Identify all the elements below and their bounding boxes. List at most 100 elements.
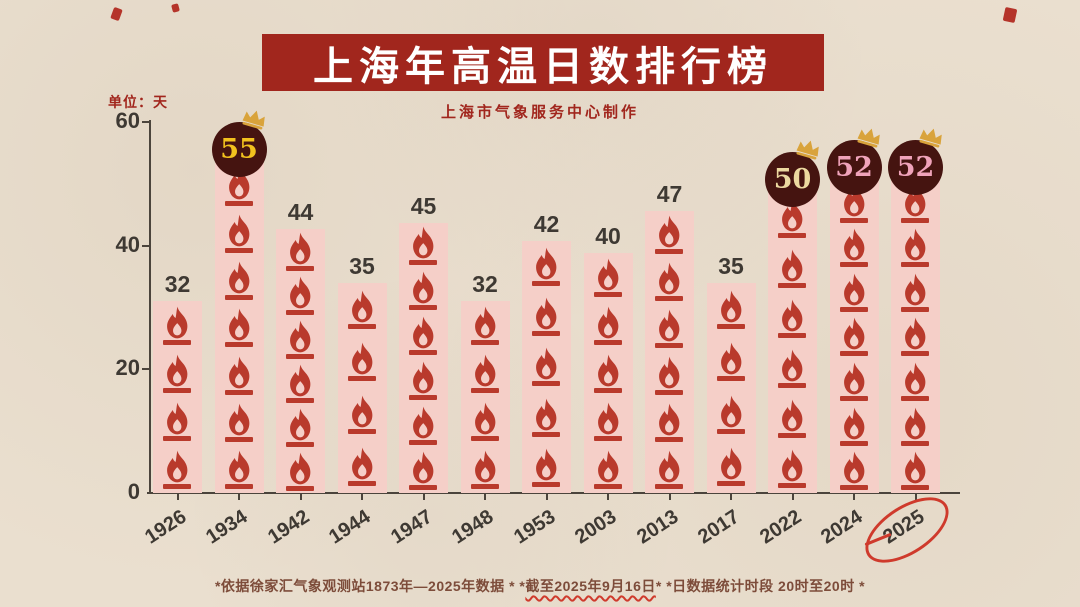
flame-underline xyxy=(901,306,930,312)
flame-underline xyxy=(224,436,253,442)
title-banner: 上海年高温日数排行榜 xyxy=(262,34,824,91)
bar-2013 xyxy=(645,211,694,493)
flame-unit xyxy=(777,399,807,438)
flame-icon xyxy=(413,451,434,484)
flame-underline xyxy=(224,342,253,348)
flame-icon xyxy=(474,402,496,434)
flame-unit xyxy=(285,408,315,447)
bar-value-label: 47 xyxy=(656,181,683,207)
flame-underline xyxy=(901,262,930,268)
crown-2022 xyxy=(792,135,823,161)
flame-unit xyxy=(839,407,869,446)
flame-icon xyxy=(290,276,311,308)
bar-2017 xyxy=(706,283,756,493)
x-axis-tick xyxy=(791,494,794,500)
flame-unit xyxy=(162,306,192,345)
flame-icon xyxy=(413,406,434,439)
flame-underline xyxy=(716,376,745,382)
flame-icon xyxy=(659,356,680,389)
flame-icon xyxy=(351,342,373,375)
flame-icon xyxy=(905,318,926,350)
flame-underline xyxy=(163,387,192,393)
flame-unit xyxy=(900,407,930,446)
y-axis-line xyxy=(149,120,151,494)
flame-icon xyxy=(351,447,373,480)
flame-underline xyxy=(901,217,930,223)
flame-underline xyxy=(778,432,807,438)
flame-underline xyxy=(655,249,684,254)
flame-icon xyxy=(290,232,311,264)
x-axis-tick xyxy=(361,494,363,500)
flame-unit xyxy=(777,349,807,388)
flame-icon xyxy=(597,258,619,290)
flame-icon xyxy=(167,402,188,434)
flame-underline xyxy=(901,440,930,446)
flame-icon xyxy=(536,348,557,380)
flame-icon xyxy=(536,297,557,330)
x-axis-tick xyxy=(176,494,179,500)
flame-unit xyxy=(593,402,623,441)
flame-icon xyxy=(843,451,865,484)
bar-value-label: 35 xyxy=(349,253,375,279)
flame-icon xyxy=(720,395,742,428)
flame-icon xyxy=(228,356,250,388)
flame-unit xyxy=(716,342,746,382)
flame-underline xyxy=(224,295,253,301)
flame-underline xyxy=(532,381,561,387)
flame-unit xyxy=(285,232,315,271)
bar-1926 xyxy=(153,301,202,493)
flame-icon xyxy=(597,306,619,338)
flame-icon xyxy=(720,290,742,323)
flame-icon xyxy=(905,273,926,306)
bar-2025 xyxy=(891,181,940,493)
flame-underline xyxy=(163,339,192,345)
flame-icon xyxy=(659,262,680,295)
flame-unit xyxy=(408,406,438,445)
flame-unit xyxy=(224,356,254,395)
x-axis-tick xyxy=(422,494,425,500)
flame-unit xyxy=(470,402,500,441)
flame-unit xyxy=(900,362,930,402)
flame-underline xyxy=(901,485,930,491)
flame-underline xyxy=(347,323,376,329)
footer-notes: *依据徐家汇气象观测站1873年—2025年数据 * *截至2025年9月16日… xyxy=(0,576,1080,596)
flame-underline xyxy=(163,435,192,441)
bar-1944 xyxy=(337,283,387,493)
flame-unit xyxy=(224,308,254,348)
flame-icon xyxy=(228,261,250,294)
flame-icon xyxy=(905,362,926,395)
flame-icon xyxy=(228,450,250,483)
flame-underline xyxy=(163,483,192,489)
flame-unit xyxy=(224,214,254,254)
flame-underline xyxy=(532,331,561,337)
flame-icon xyxy=(659,450,680,483)
flame-unit xyxy=(777,299,807,338)
flame-unit xyxy=(531,448,561,488)
flame-underline xyxy=(409,260,438,265)
flame-unit xyxy=(900,451,930,491)
x-axis-tick xyxy=(668,494,671,500)
flame-icon xyxy=(228,309,250,341)
flame-icon xyxy=(782,299,803,331)
flame-unit xyxy=(654,262,684,301)
flame-icon xyxy=(659,309,680,342)
flame-underline xyxy=(839,351,868,357)
flame-icon xyxy=(905,451,926,484)
flame-unit xyxy=(162,402,192,441)
bar-1948 xyxy=(460,301,510,493)
flame-icon xyxy=(351,395,373,428)
flame-unit xyxy=(654,356,684,395)
flame-underline xyxy=(286,441,315,447)
flame-icon xyxy=(167,450,188,482)
flame-icon xyxy=(474,450,496,482)
flame-underline xyxy=(839,440,868,446)
crown-2024 xyxy=(854,123,885,149)
flame-icon xyxy=(659,215,680,248)
flame-icon xyxy=(290,408,311,440)
x-axis-tick xyxy=(299,494,302,500)
flame-underline xyxy=(532,431,561,437)
flame-icon xyxy=(413,271,434,304)
flame-underline xyxy=(655,296,684,301)
y-axis-tick-label: 20 xyxy=(115,355,140,381)
